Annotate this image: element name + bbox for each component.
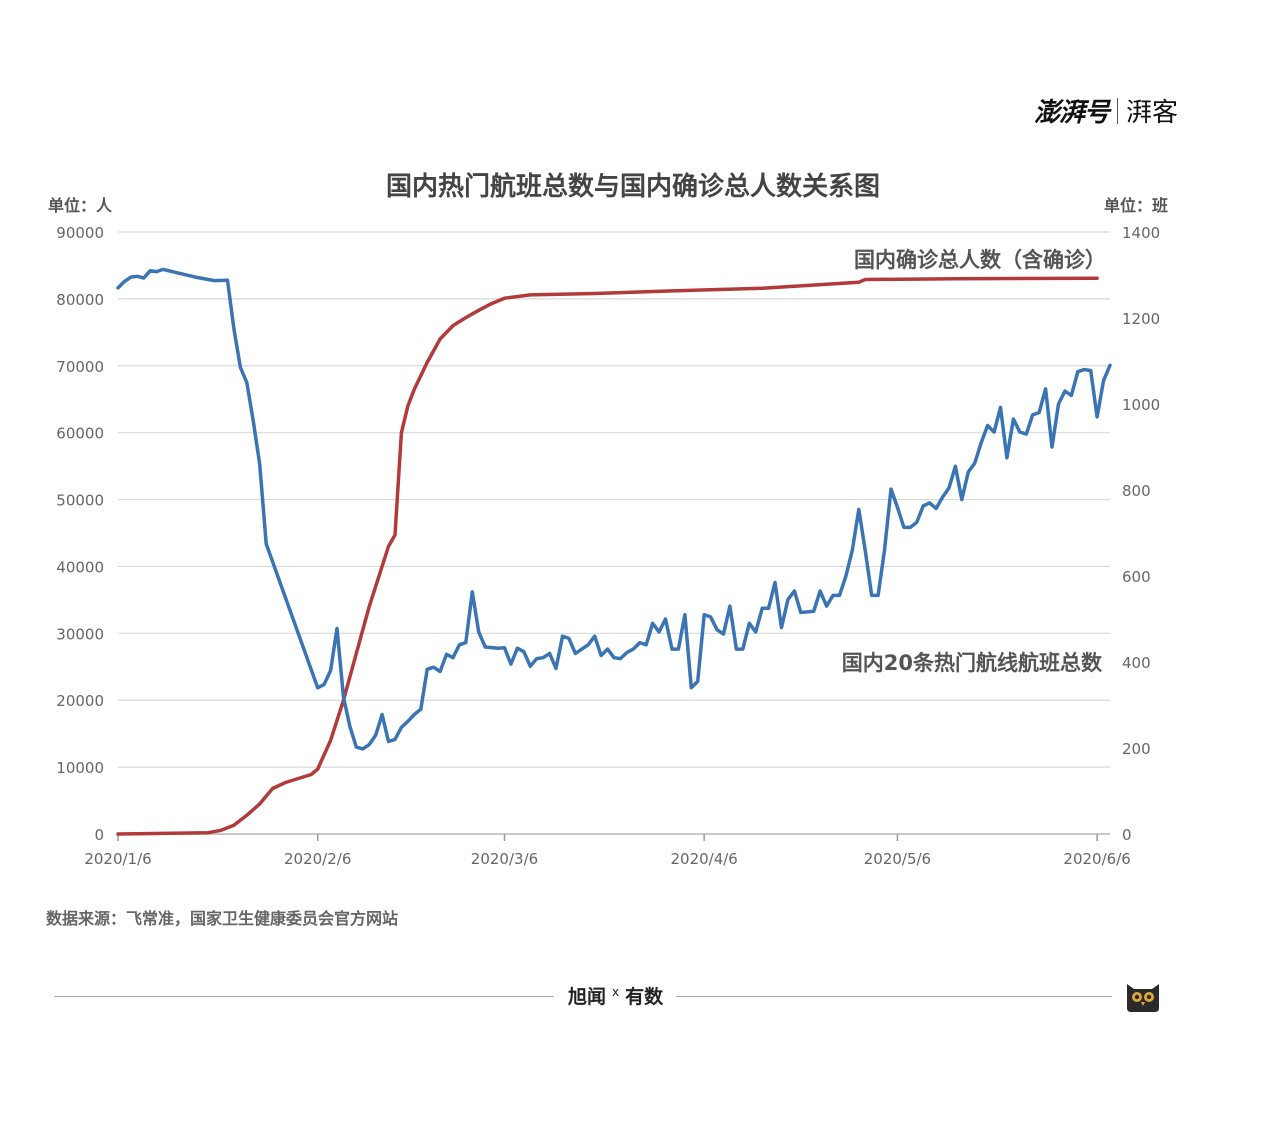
y-left-tick-label: 80000: [56, 291, 104, 309]
y-left-tick-label: 0: [94, 826, 104, 844]
footer-divider-right: [676, 996, 1112, 997]
x-tick-label: 2020/5/6: [864, 850, 931, 868]
footer-logo-left: 旭闻: [568, 986, 607, 1008]
y-right-tick-label: 600: [1122, 568, 1151, 586]
footer-divider-left: [54, 996, 554, 997]
y-right-tick-label: 200: [1122, 740, 1151, 758]
y-right-tick-label: 1200: [1122, 310, 1160, 328]
x-tick-label: 2020/1/6: [84, 850, 151, 868]
flights-series-label: 国内20条热门航线航班总数: [842, 651, 1103, 675]
brand-logo: 澎湃号 湃客: [1034, 92, 1178, 129]
y-right-tick-label: 1400: [1122, 224, 1160, 242]
y-left-tick-label: 10000: [56, 759, 104, 777]
footer-logo-x: x: [612, 984, 620, 999]
y-right-tick-label: 0: [1122, 826, 1132, 844]
y-left-tick-label: 90000: [56, 224, 104, 242]
flights-line: [116, 267, 1112, 751]
brand-logo-left: 澎湃号: [1033, 98, 1110, 128]
owl-icon: [1127, 984, 1159, 1012]
y-left-tick-label: 30000: [56, 625, 104, 643]
y-right-tick-label: 800: [1122, 482, 1151, 500]
chart-title: 国内热门航班总数与国内确诊总人数关系图: [385, 172, 880, 202]
left-axis-unit: 单位：人: [48, 196, 113, 215]
y-right-tick-label: 400: [1122, 654, 1151, 672]
footer-logo: 旭闻 x 有数: [568, 982, 663, 1009]
right-axis-unit: 单位：班: [1104, 196, 1169, 215]
confirmed-series-label: 国内确诊总人数（含确诊）: [854, 248, 1106, 272]
data-source: 数据来源：飞常准，国家卫生健康委员会官方网站: [46, 909, 399, 928]
y-left-tick-label: 50000: [56, 492, 104, 510]
chart-canvas: 0100002000030000400005000060000700008000…: [56, 224, 1160, 868]
y-left-tick-label: 20000: [56, 692, 104, 710]
confirmed-cases-line: [116, 276, 1099, 836]
x-tick-label: 2020/3/6: [471, 850, 538, 868]
brand-logo-right: 湃客: [1125, 98, 1178, 128]
y-left-tick-label: 40000: [56, 558, 104, 576]
y-right-tick-label: 1000: [1122, 396, 1160, 414]
x-tick-label: 2020/2/6: [284, 850, 351, 868]
y-left-tick-label: 70000: [56, 358, 104, 376]
y-left-tick-label: 60000: [56, 425, 104, 443]
footer-logo-right: 有数: [625, 986, 664, 1008]
brand-separator: [1116, 97, 1118, 124]
x-tick-label: 2020/6/6: [1063, 850, 1130, 868]
x-tick-label: 2020/4/6: [670, 850, 737, 868]
